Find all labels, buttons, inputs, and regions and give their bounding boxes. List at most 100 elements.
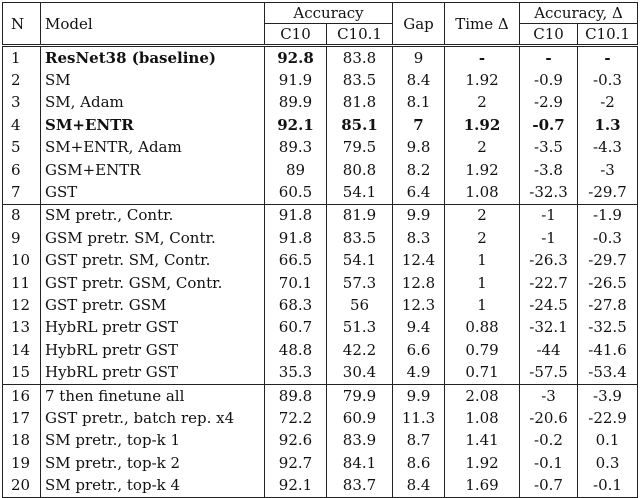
cell-n: 12 [2,294,41,317]
cell-model: GSM+ENTR [40,158,265,182]
cell-delta-c101: 0.1 [595,431,620,450]
cell-delta-c10: -32.1 [519,316,579,340]
cell-n: 18 [2,429,41,453]
cell-gap: 12.3 [392,294,446,317]
cell-model: HybRL pretr GST [40,339,265,362]
cell-accuracy-c101: 57.3 [326,271,394,295]
cell-accuracy-c10: 92.6 [264,429,327,453]
cell-gap: 9.9 [392,383,446,408]
cell-gap: 7 [392,114,446,137]
cell-delta-c10: - [519,44,579,70]
cell-model: HybRL pretr GST [40,316,265,340]
cell-n: 1 [2,44,41,70]
cell-delta-c10: -32.3 [519,181,579,205]
cell-time-delta: 1.92 [444,158,521,182]
cell-time-delta: 1.92 [444,69,521,92]
table-row: 17 GST pretr., batch rep. x4 72.2 60.9 11.3 1… [2,407,638,430]
header-accuracy-delta: Accuracy, Δ [534,4,623,22]
cell-accuracy-c101: 80.8 [326,158,394,182]
cell-delta-c10: -3.8 [519,158,579,182]
cell-n: 20 [2,474,41,498]
cell-model: GST pretr. SM, Contr. [40,249,265,272]
cell-accuracy-c101: 79.9 [326,383,394,408]
header-gap: Gap [392,2,446,46]
cell-time-delta: 2 [444,136,521,159]
cell-accuracy-c101: 51.3 [326,316,394,340]
cell-n: 15 [2,361,41,385]
table-row: 3 SM, Adam 89.9 81.8 8.1 2 -2.9 -2 [2,91,638,115]
cell-model: SM [40,69,265,92]
cell-n: 10 [2,249,41,272]
cell-model: GST pretr. GSM, Contr. [40,271,265,295]
cell-accuracy-c101: 83.9 [326,429,394,453]
cell-accuracy-c10: 89 [264,158,327,182]
cell-n: 3 [2,91,41,115]
table-row: 1 ResNet38 (baseline) 92.8 83.8 9- - - [2,44,638,70]
cell-delta-c101: 0.3 [595,453,620,472]
cell-delta-c10: -26.3 [519,249,579,272]
cell-n: 5 [2,136,41,159]
table-row: 19 SM pretr., top-k 2 92.7 84.1 8.6 1.92 -0.1 0… [2,452,638,475]
cell-accuracy-c10: 70.1 [264,271,327,295]
cell-model: SM, Adam [40,91,265,115]
cell-n: 2 [2,69,41,92]
cell-delta-c10: -0.1 [519,452,579,475]
cell-time-delta: - [444,44,521,70]
table-row: 11 GST pretr. GSM, Contr. 70.1 57.3 12.8 1 -22… [2,271,638,295]
cell-delta-c10: -44 [519,339,579,362]
cell-n: 9 [2,227,41,250]
table-row: 15 HybRL pretr GST 35.3 30.4 4.9 0.71 -57.5 -53… [2,361,638,385]
cell-model: SM+ENTR, Adam [40,136,265,159]
cell-accuracy-c10: 89.9 [264,91,327,115]
cell-delta-c101: -0.3 [593,228,622,247]
cell-accuracy-c101: 54.1 [326,249,394,272]
cell-delta-c101: -26.5 [588,273,627,292]
cell-delta-c10: -20.6 [519,407,579,430]
cell-delta-c101: - [577,44,638,70]
cell-accuracy-c101: 83.8 [326,44,394,70]
cell-delta-c101: -2 [600,93,615,112]
cell-delta-c101: -53.4 [588,363,627,382]
cell-time-delta: 2 [444,227,521,250]
cell-accuracy-c10: 35.3 [264,361,327,385]
table-row: 9 GSM pretr. SM, Contr. 91.8 83.5 8.3 2 -1 -0.3 [2,227,638,250]
cell-model: ResNet38 (baseline) [40,44,265,70]
cell-accuracy-c101: 30.4 [326,361,394,385]
table-row: 4 SM+ENTR 92.1 85.1 7 1.92 -0.7 1.3 [2,114,638,137]
cell-n: 16 [2,383,41,408]
cell-delta-c10: -24.5 [519,294,579,317]
table-body: 1 ResNet38 (baseline) 92.8 83.8 9- - -2 SM 91.9 8… [2,44,638,498]
cell-delta-c101: -41.6 [588,340,627,359]
table-row: 8 SM pretr., Contr. 91.8 81.9 9.9 2 -1 -1.9 [2,203,638,228]
cell-time-delta: 1.08 [444,407,521,430]
cell-time-delta: 0.88 [444,316,521,340]
cell-model: SM pretr., top-k 1 [40,429,265,453]
cell-delta-c10: -0.9 [519,69,579,92]
cell-delta-c10: -22.7 [519,271,579,295]
cell-n: 13 [2,316,41,340]
cell-accuracy-c10: 89.8 [264,383,327,408]
header-delta-c101: C10.1 [577,23,638,46]
cell-delta-c10: -3.5 [519,136,579,159]
cell-accuracy-c10: 91.8 [264,227,327,250]
cell-delta-c101: -22.9 [588,408,627,427]
cell-gap: 8.2 [392,158,446,182]
header-accuracy-c101: C10.1 [326,23,394,46]
cell-gap: 8.4 [392,69,446,92]
cell-model: GST pretr. GSM [40,294,265,317]
cell-gap: 8.1 [392,91,446,115]
cell-accuracy-c10: 72.2 [264,407,327,430]
cell-gap: 6.6 [392,339,446,362]
table-row: 5 SM+ENTR, Adam 89.3 79.5 9.8 2 -3.5 -4.3 [2,136,638,159]
cell-delta-c101: -0.1 [577,474,638,498]
cell-time-delta: 0.71 [444,361,521,385]
cell-accuracy-c10: 89.3 [264,136,327,159]
cell-delta-c10: -0.7 [519,114,579,137]
cell-delta-c101: -4.3 [593,138,622,157]
header-time-delta: Time Δ [444,2,521,46]
table-header: N Model Accuracy Gap Time Δ Accuracy, Δ … [2,2,638,46]
cell-accuracy-c101: 81.8 [326,91,394,115]
cell-time-delta: 1 [444,294,521,317]
cell-gap: 6.4 [392,181,446,205]
cell-delta-c101: -3 [600,160,615,179]
